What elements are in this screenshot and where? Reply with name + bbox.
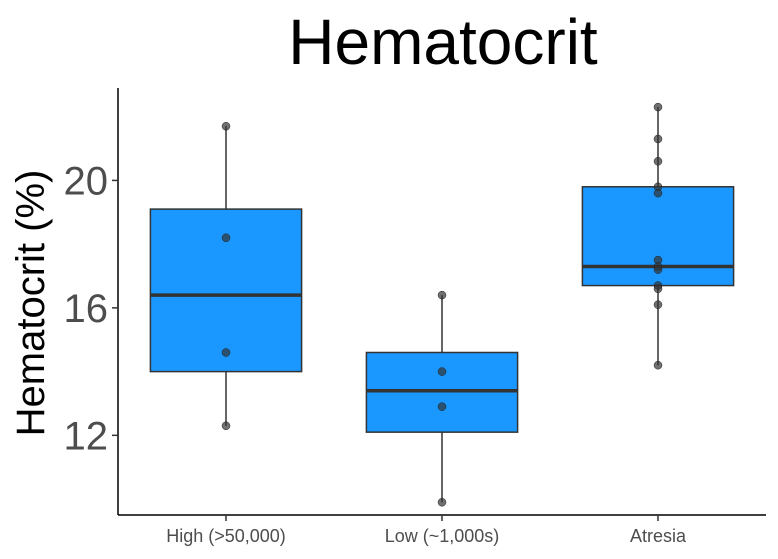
y-tick-label: 16 xyxy=(64,287,109,331)
box xyxy=(149,208,303,373)
data-point xyxy=(437,290,447,300)
data-point xyxy=(221,121,231,131)
data-point xyxy=(653,157,663,166)
plot-area: 12 16 20 High (>50,000) Low (~1,000s) Atresia xyxy=(64,88,766,546)
data-point xyxy=(653,134,663,144)
chart-title: Hematocrit xyxy=(288,6,598,78)
data-point xyxy=(653,265,663,274)
y-axis-label: Hematocrit (%) xyxy=(9,170,53,437)
x-tick-label: Atresia xyxy=(630,526,687,546)
data-point xyxy=(653,300,663,309)
data-point xyxy=(653,284,663,294)
data-point xyxy=(653,360,663,370)
data-point xyxy=(437,367,447,376)
data-point xyxy=(221,233,231,243)
data-point xyxy=(653,188,663,198)
data-point xyxy=(221,421,231,431)
y-tick-label: 20 xyxy=(64,159,109,203)
data-point xyxy=(653,102,663,112)
data-point xyxy=(221,348,231,357)
x-tick-label: Low (~1,000s) xyxy=(385,526,500,546)
data-point xyxy=(437,498,447,507)
x-tick-label: High (>50,000) xyxy=(166,526,286,546)
y-tick-label: 12 xyxy=(64,414,109,458)
data-point xyxy=(437,402,447,411)
